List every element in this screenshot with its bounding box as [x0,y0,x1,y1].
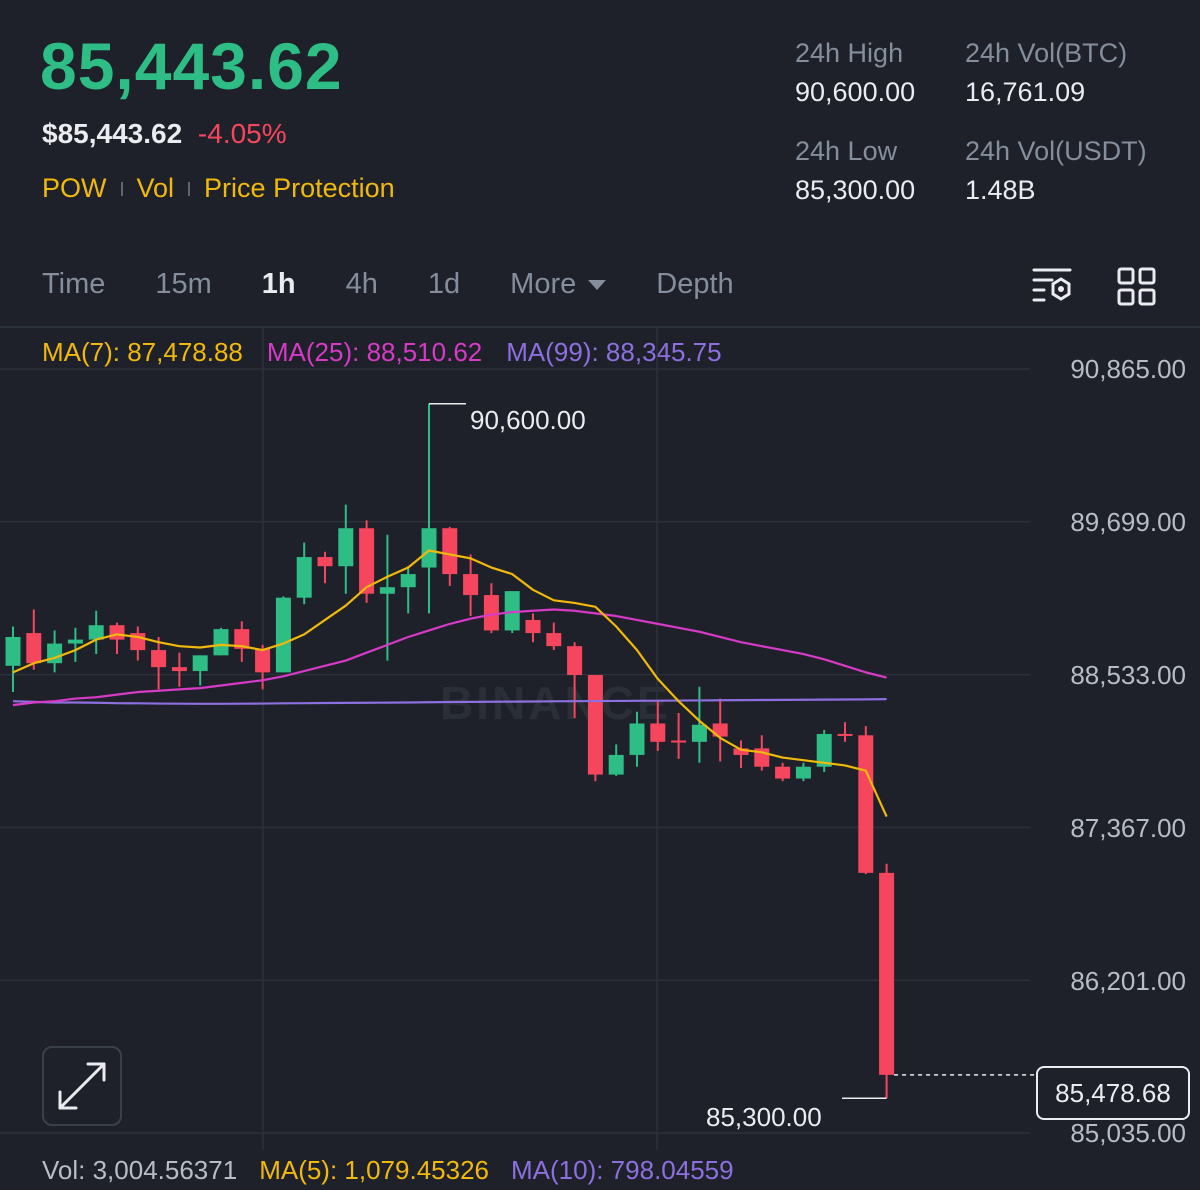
candle-body [275,597,291,673]
candle-body [671,740,687,743]
price-sub-line: $85,443.62 -4.05% [42,118,287,150]
candle-body [795,766,811,779]
candle-body [151,650,167,668]
candle-body [504,591,520,631]
y-axis-tick: 88,533.00 [1070,660,1186,690]
price-change: -4.05% [197,118,287,149]
candle-body [608,754,624,775]
volume-ma5: MA(5): 1,079.45326 [259,1155,489,1185]
ma99-value: MA(99): 88,345.75 [506,337,722,367]
candle-body [338,528,354,567]
stat-24h-vol-usdt: 24h Vol(USDT) 1.48B [965,136,1147,206]
stat-label: 24h High [795,38,904,68]
candle-body [650,723,666,742]
candle-body [5,636,21,666]
tab-depth[interactable]: Depth [656,268,734,300]
ma25-line [12,608,887,707]
candle-body [234,629,250,649]
y-axis-tick: 85,035.00 [1070,1118,1186,1148]
volume-legend: Vol: 3,004.56371 MA(5): 1,079.45326 MA(1… [42,1155,756,1186]
candle-body [359,528,375,594]
tag-pow[interactable]: POW [42,173,107,203]
y-axis-tick: 87,367.00 [1070,813,1186,843]
stat-value: 16,761.09 [965,77,1086,107]
tag-price-protection[interactable]: Price Protection [204,173,395,203]
tab-more-label: More [510,268,577,300]
candle-body [712,723,728,737]
stat-value: 90,600.00 [795,77,916,107]
ma99-line [12,698,887,705]
tab-time[interactable]: Time [42,268,106,300]
caret-down-icon [588,279,607,290]
candle-body [88,625,104,640]
usd-price: $85,443.62 [42,118,183,149]
y-axis-tick: 89,699.00 [1070,507,1186,537]
candle-body [463,574,479,596]
tag-vol[interactable]: Vol [136,173,175,203]
stat-value: 85,300.00 [795,175,916,205]
candle-body [213,629,229,656]
high-marker-label: 90,600.00 [470,405,586,435]
interval-tabs: Time 15m 1h 4h 1d More Depth [42,268,784,301]
tag-divider [120,181,123,196]
candle-body [171,667,187,672]
candle-body [691,724,707,742]
candle-body [587,674,603,775]
candle-body [26,633,42,664]
tag-row: POW Vol Price Protection [42,173,395,204]
stat-24h-high: 24h High 90,600.00 [795,38,915,108]
watermark: BINANCE [440,677,671,729]
candle-body [816,733,832,767]
candle-body [567,646,583,675]
indicator-settings-icon[interactable] [1030,266,1074,311]
candle-body [379,587,395,594]
candle-body [400,574,416,588]
ma7-line [12,549,888,817]
candle-body [421,528,437,568]
candle-body [733,748,749,755]
tab-1h[interactable]: 1h [261,268,296,300]
ma-legend: MA(7): 87,478.88 MA(25): 88,510.62 MA(99… [42,337,746,368]
candle-body [546,633,562,647]
candle-body [858,735,874,873]
candle-body [317,557,333,567]
stat-label: 24h Vol(BTC) [965,38,1128,68]
stat-label: 24h Low [795,136,898,166]
candle-body [629,723,645,755]
stat-label: 24h Vol(USDT) [965,136,1147,166]
layout-grid-icon[interactable] [1117,267,1157,312]
volume-value: Vol: 3,004.56371 [42,1155,238,1185]
tab-4h[interactable]: 4h [345,268,378,300]
candle-body [67,639,83,644]
ma7-value: MA(7): 87,478.88 [42,337,243,367]
tag-divider [188,181,191,196]
candle-body [525,619,541,634]
candle-body [775,766,791,779]
candle-body [837,733,853,736]
candle-body [109,625,125,640]
candle-body [879,872,895,1075]
tab-15m[interactable]: 15m [155,268,212,300]
ma25-value: MA(25): 88,510.62 [266,337,483,367]
current-price-tag: 85,478.68 [1036,1066,1190,1120]
candle-body [442,528,458,575]
tab-more[interactable]: More [510,268,607,301]
y-axis-tick: 90,865.00 [1070,354,1186,384]
stat-24h-vol-btc: 24h Vol(BTC) 16,761.09 [965,38,1127,108]
expand-button[interactable] [42,1046,122,1126]
low-marker-label: 85,300.00 [706,1102,822,1132]
candle-body [255,648,271,673]
tab-1d[interactable]: 1d [427,268,461,300]
candle-body [483,595,499,631]
y-axis-tick: 86,201.00 [1070,966,1186,996]
last-price: 85,443.62 [40,29,343,103]
stat-value: 1.48B [965,175,1036,205]
stat-24h-low: 24h Low 85,300.00 [795,136,915,206]
candle-body [296,557,312,598]
candle-body [192,655,208,672]
volume-ma10: MA(10): 798.04559 [511,1155,734,1185]
tabs-divider [0,326,1200,328]
expand-icon [58,1062,106,1110]
